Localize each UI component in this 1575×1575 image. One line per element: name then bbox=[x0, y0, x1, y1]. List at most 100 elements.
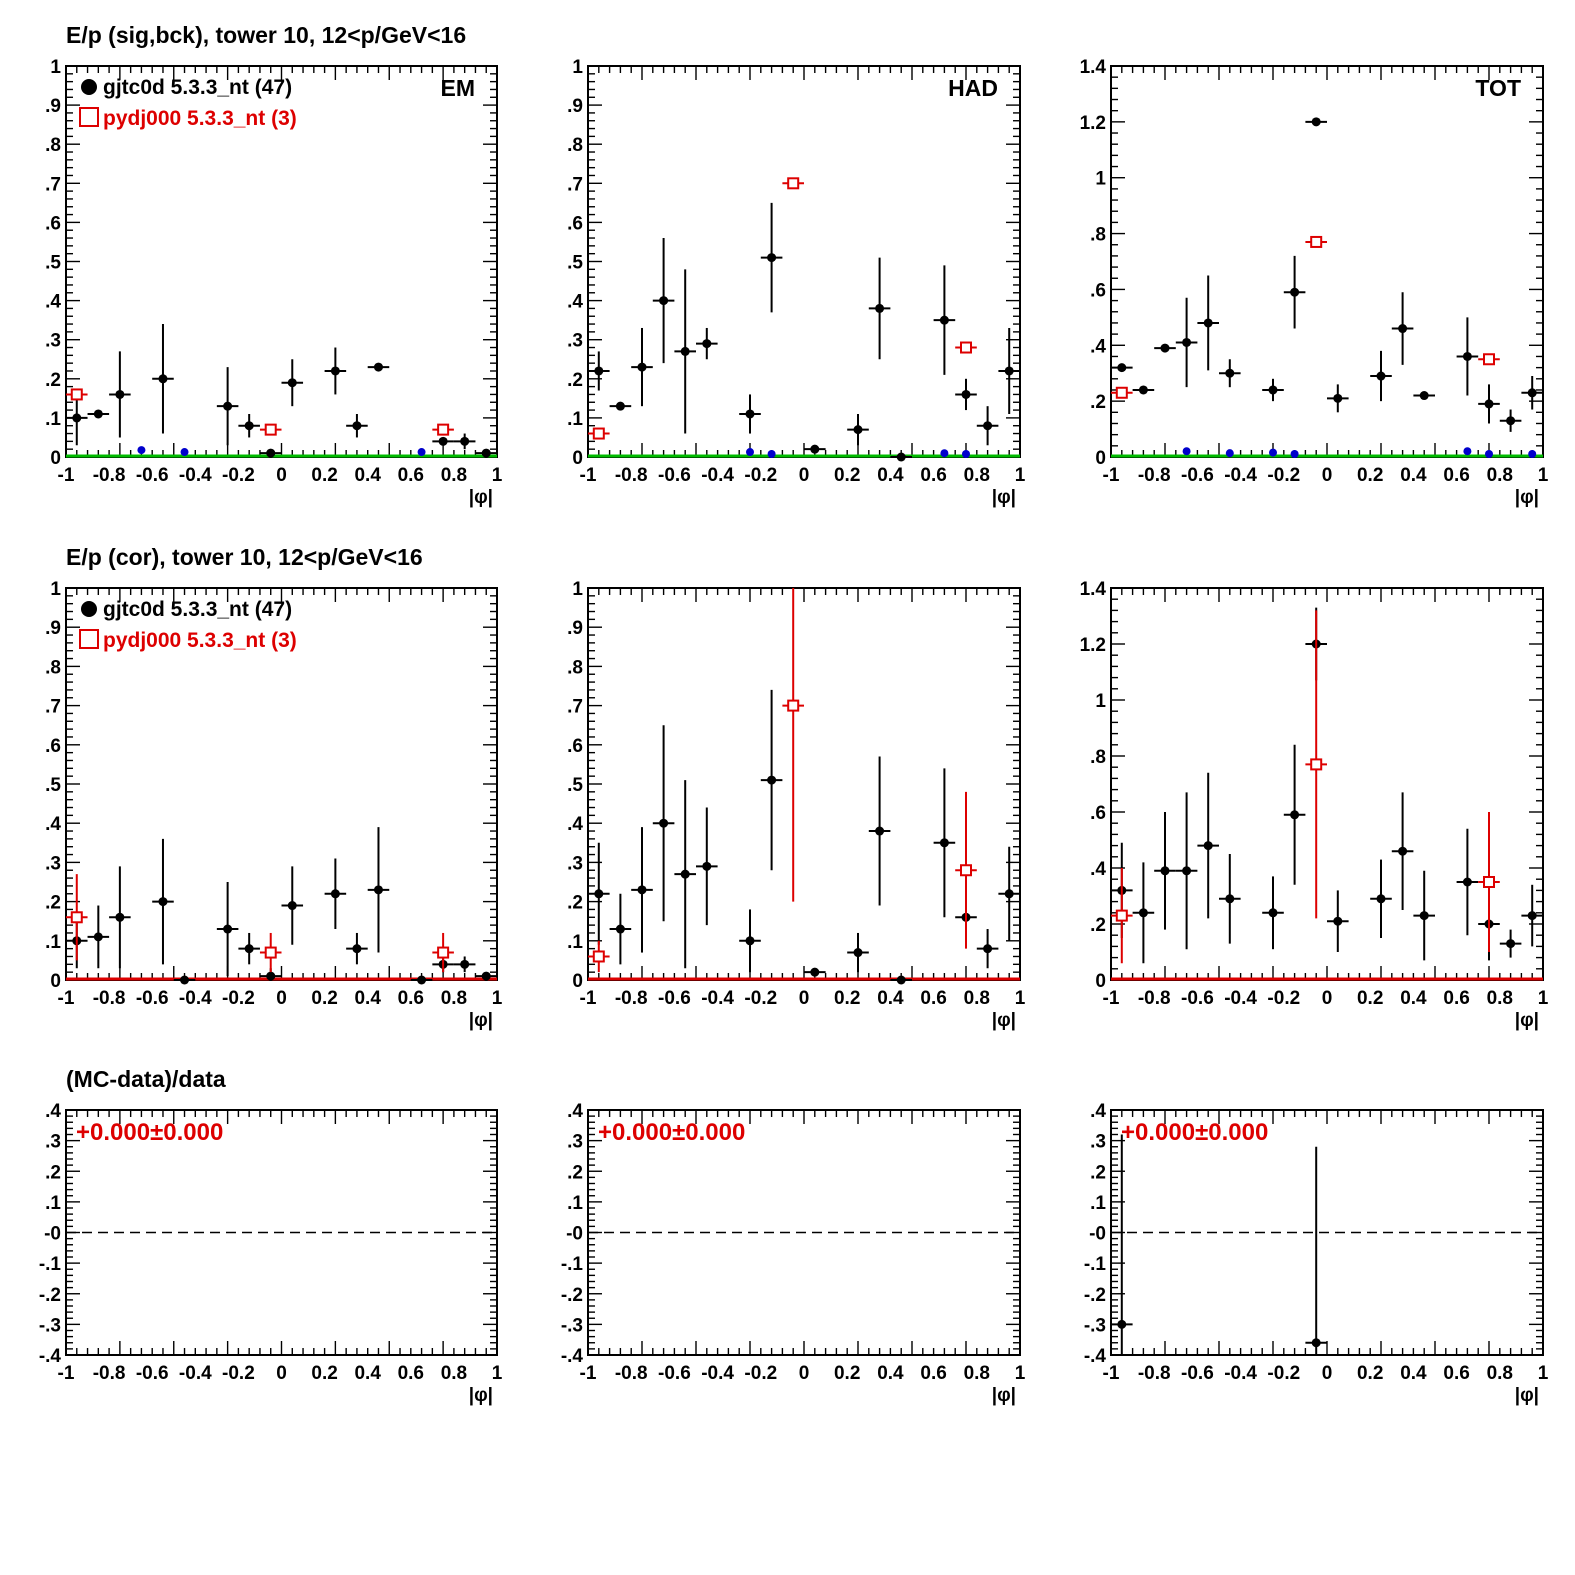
panel-label-tot: TOT bbox=[1475, 75, 1521, 101]
x-tick-label: 0.6 bbox=[398, 1363, 424, 1384]
panel-3: -1 -0.8 -0.6 -0.4 -0.2 0 0.2 0.4 0.6 0.8 1|φ|0.2.4… bbox=[1080, 57, 1549, 508]
mc-point bbox=[1310, 758, 1323, 771]
x-tick-label: -0.2 bbox=[744, 1363, 777, 1384]
mc-point bbox=[1483, 353, 1495, 366]
data-point bbox=[1419, 391, 1429, 401]
y-tick-label: .3 bbox=[567, 1132, 583, 1153]
mc-point bbox=[1115, 386, 1128, 399]
x-tick-label: 0.8 bbox=[964, 465, 990, 486]
x-tick-label: -1 bbox=[580, 1363, 597, 1384]
y-tick-label: .4 bbox=[567, 1101, 583, 1122]
data-point bbox=[896, 975, 906, 985]
data-point bbox=[615, 924, 625, 934]
y-tick-label: .1 bbox=[567, 409, 583, 430]
x-tick-label: 0 bbox=[799, 988, 810, 1009]
data-point bbox=[615, 401, 625, 411]
data-point bbox=[1462, 877, 1472, 887]
x-tick-label: 0.2 bbox=[834, 1363, 860, 1384]
mc-point bbox=[960, 341, 972, 354]
y-tick-label: 1.4 bbox=[1080, 57, 1107, 78]
y-tick-label: .8 bbox=[45, 135, 61, 156]
x-tick-label: -0.6 bbox=[136, 988, 169, 1009]
data-point bbox=[180, 975, 190, 985]
y-tick-label: .4 bbox=[1090, 859, 1106, 880]
y-tick-label: .7 bbox=[45, 174, 61, 195]
x-tick-label: -0.4 bbox=[701, 988, 734, 1009]
x-tick-label: -0.4 bbox=[1224, 465, 1257, 486]
x-tick-label: 0.6 bbox=[1443, 988, 1469, 1009]
mc-point bbox=[437, 946, 450, 959]
x-tick-label: 0.2 bbox=[834, 465, 860, 486]
x-tick-label: -1 bbox=[58, 465, 75, 486]
y-tick-label: .3 bbox=[1090, 1132, 1106, 1153]
data-point bbox=[875, 826, 885, 836]
x-tick-label: -0.6 bbox=[658, 465, 691, 486]
x-tick-label: 0.2 bbox=[834, 988, 860, 1009]
x-tick-label: -0.8 bbox=[93, 1363, 126, 1384]
data-point bbox=[287, 901, 297, 911]
data-point bbox=[659, 818, 669, 828]
y-tick-label: .8 bbox=[1090, 225, 1106, 246]
x-tick-label: 0.6 bbox=[920, 1363, 946, 1384]
panel-label-em: EM bbox=[441, 75, 476, 101]
x-tick-label: -0.2 bbox=[1267, 1363, 1300, 1384]
x-tick-label: -0.2 bbox=[222, 988, 255, 1009]
data-point bbox=[115, 912, 125, 922]
x-tick-label: -0.4 bbox=[179, 465, 212, 486]
y-tick-label: .4 bbox=[45, 814, 61, 835]
data-point bbox=[158, 374, 168, 384]
mc-point bbox=[70, 388, 83, 401]
y-tick-label: .8 bbox=[1090, 747, 1106, 768]
data-point bbox=[680, 346, 690, 356]
y-tick-label: -.2 bbox=[561, 1285, 583, 1306]
x-tick-label: -0.4 bbox=[701, 1363, 734, 1384]
data-point bbox=[438, 436, 448, 446]
x-tick-label: -1 bbox=[1103, 465, 1120, 486]
data-point bbox=[810, 444, 820, 454]
y-tick-label: .4 bbox=[567, 814, 583, 835]
mc-point bbox=[264, 946, 277, 959]
y-tick-label: .1 bbox=[45, 409, 61, 430]
x-tick-label: 0 bbox=[276, 988, 287, 1009]
background-point bbox=[1485, 450, 1493, 458]
x-tick-label: 1 bbox=[492, 465, 503, 486]
data-point bbox=[373, 885, 383, 895]
y-tick-label: .6 bbox=[567, 736, 583, 757]
x-axis-label: |φ| bbox=[1515, 1385, 1539, 1406]
data-point bbox=[1527, 388, 1537, 398]
x-tick-label: -0.8 bbox=[93, 465, 126, 486]
data-point bbox=[767, 775, 777, 785]
x-tick-label: 0.6 bbox=[1443, 465, 1469, 486]
x-tick-label: -0.6 bbox=[1181, 1363, 1214, 1384]
y-tick-label: 1 bbox=[50, 57, 61, 78]
data-point bbox=[481, 971, 491, 981]
y-tick-label: .6 bbox=[1090, 280, 1106, 301]
y-tick-label: -.1 bbox=[39, 1254, 62, 1275]
data-point bbox=[93, 409, 103, 419]
background-point bbox=[1290, 450, 1299, 458]
data-point bbox=[745, 936, 755, 946]
x-tick-label: -0.2 bbox=[744, 465, 777, 486]
y-tick-label: 1 bbox=[1095, 169, 1106, 190]
y-tick-label: .5 bbox=[45, 253, 61, 274]
x-tick-label: -0.6 bbox=[658, 1363, 691, 1384]
y-tick-label: .7 bbox=[45, 697, 61, 718]
x-tick-label: -0.4 bbox=[1224, 1363, 1257, 1384]
panel-6: -1 -0.8 -0.6 -0.4 -0.2 0 0.2 0.4 0.6 0.8 1|φ|0.2.4… bbox=[1080, 579, 1549, 1031]
y-tick-label: .6 bbox=[45, 736, 61, 757]
y-tick-label: .9 bbox=[567, 618, 583, 639]
y-tick-label: 1 bbox=[572, 579, 583, 600]
x-tick-label: 0.8 bbox=[964, 988, 990, 1009]
y-tick-label: .9 bbox=[45, 96, 61, 117]
data-point bbox=[939, 838, 949, 848]
legend-data-marker bbox=[81, 79, 97, 95]
data-point bbox=[115, 389, 125, 399]
data-point bbox=[330, 366, 340, 376]
mc-point bbox=[437, 423, 450, 436]
plot-frame bbox=[587, 587, 1021, 981]
data-point bbox=[637, 362, 647, 372]
data-point bbox=[352, 944, 362, 954]
ratio-value: +0.000±0.000 bbox=[598, 1119, 745, 1146]
data-point bbox=[352, 421, 362, 431]
mc-point bbox=[787, 177, 800, 190]
